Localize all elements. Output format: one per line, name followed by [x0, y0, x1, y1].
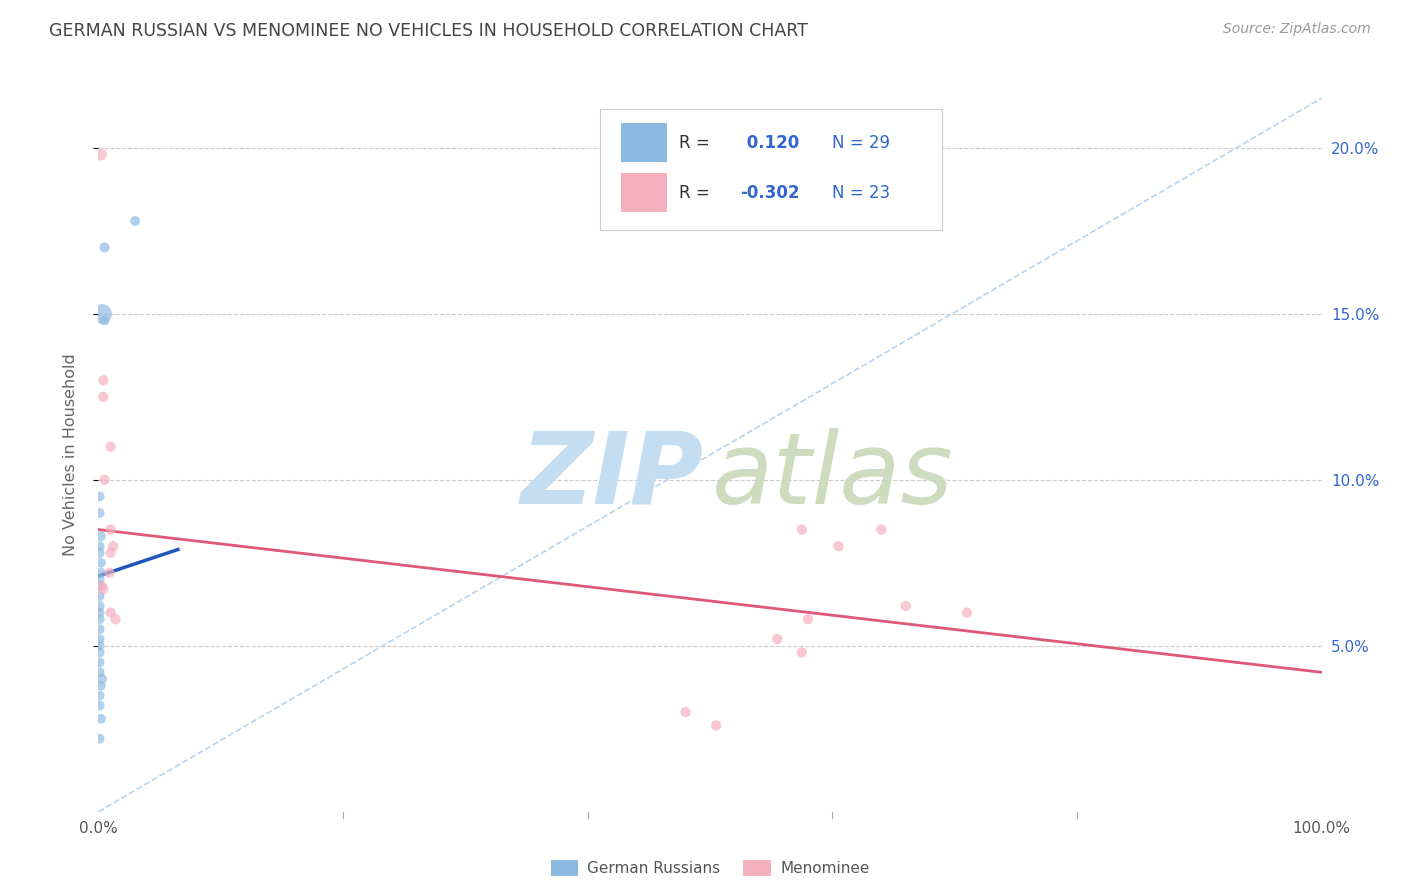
- Point: [91, 373, 114, 387]
- Point: [90, 556, 112, 570]
- Point: [870, 523, 893, 537]
- Text: R =: R =: [679, 184, 716, 202]
- Point: [675, 705, 697, 719]
- Bar: [620, 173, 668, 212]
- Point: [100, 606, 122, 620]
- Text: -0.302: -0.302: [741, 184, 800, 202]
- Legend: German Russians, Menominee: German Russians, Menominee: [544, 854, 876, 882]
- Point: [89, 632, 111, 647]
- Point: [98, 566, 121, 580]
- Point: [104, 612, 127, 626]
- Point: [89, 731, 111, 746]
- Point: [89, 573, 111, 587]
- Point: [704, 718, 727, 732]
- Point: [894, 599, 917, 613]
- Point: [89, 645, 111, 659]
- Text: N = 23: N = 23: [832, 184, 890, 202]
- Point: [89, 698, 111, 713]
- Point: [91, 579, 114, 593]
- Bar: [620, 123, 668, 162]
- Point: [956, 606, 979, 620]
- Point: [89, 606, 111, 620]
- Point: [89, 689, 111, 703]
- Point: [790, 523, 813, 537]
- Point: [89, 589, 111, 603]
- Point: [790, 645, 813, 659]
- Point: [89, 639, 111, 653]
- Point: [100, 523, 122, 537]
- Point: [93, 473, 115, 487]
- Y-axis label: No Vehicles in Household: No Vehicles in Household: [63, 353, 77, 557]
- Point: [89, 539, 111, 553]
- Point: [89, 506, 111, 520]
- Point: [90, 529, 112, 543]
- Point: [90, 679, 112, 693]
- Point: [797, 612, 820, 626]
- Text: atlas: atlas: [711, 428, 953, 524]
- Point: [89, 665, 111, 680]
- Point: [90, 147, 112, 161]
- Point: [93, 313, 115, 327]
- Text: R =: R =: [679, 134, 716, 152]
- Point: [100, 546, 122, 560]
- Point: [89, 599, 111, 613]
- Point: [91, 390, 114, 404]
- Point: [90, 566, 112, 580]
- Point: [89, 622, 111, 636]
- Text: ZIP: ZIP: [520, 428, 703, 524]
- Text: Source: ZipAtlas.com: Source: ZipAtlas.com: [1223, 22, 1371, 37]
- Point: [89, 546, 111, 560]
- Point: [91, 307, 114, 321]
- Text: 0.120: 0.120: [741, 134, 799, 152]
- Point: [101, 539, 124, 553]
- Point: [91, 672, 114, 686]
- Text: N = 29: N = 29: [832, 134, 890, 152]
- Point: [827, 539, 849, 553]
- Point: [91, 582, 114, 597]
- Point: [89, 656, 111, 670]
- Point: [766, 632, 789, 647]
- Point: [124, 214, 146, 228]
- Point: [89, 612, 111, 626]
- Point: [100, 440, 122, 454]
- Point: [89, 579, 111, 593]
- Point: [90, 712, 112, 726]
- FancyBboxPatch shape: [600, 109, 942, 230]
- Point: [89, 490, 111, 504]
- Point: [93, 240, 115, 254]
- Text: GERMAN RUSSIAN VS MENOMINEE NO VEHICLES IN HOUSEHOLD CORRELATION CHART: GERMAN RUSSIAN VS MENOMINEE NO VEHICLES …: [49, 22, 808, 40]
